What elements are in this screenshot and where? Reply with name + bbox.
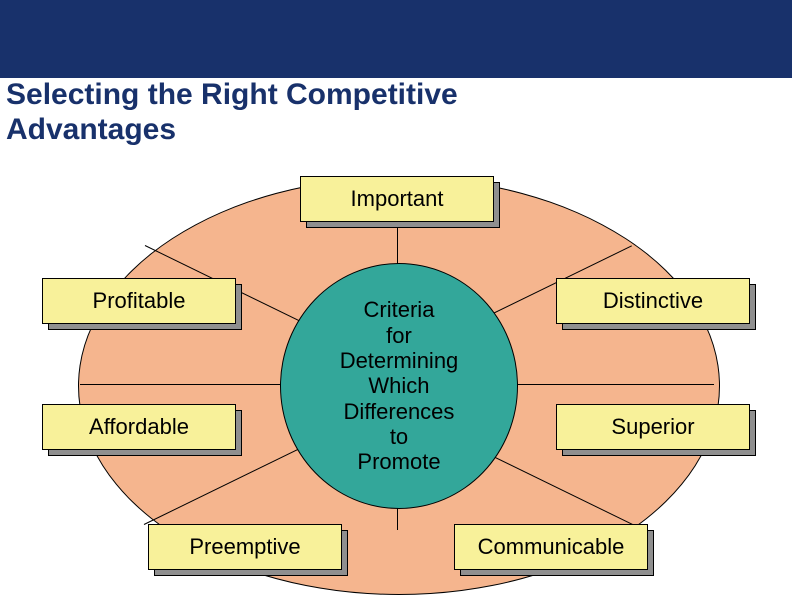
node-face: Important	[300, 176, 494, 222]
node-face: Distinctive	[556, 278, 750, 324]
node-label: Affordable	[89, 414, 189, 440]
node-affordable: Affordable	[42, 404, 234, 448]
slide-title: Selecting the Right Competitive Advantag…	[6, 78, 458, 147]
node-label: Distinctive	[603, 288, 703, 314]
connector-left	[80, 384, 280, 385]
header-bar	[0, 0, 792, 78]
node-face: Preemptive	[148, 524, 342, 570]
connector-bottom	[397, 506, 398, 530]
node-communicable: Communicable	[454, 524, 646, 568]
center-label: Criteria for Determining Which Differenc…	[340, 297, 459, 474]
node-preemptive: Preemptive	[148, 524, 340, 568]
node-face: Affordable	[42, 404, 236, 450]
inner-ellipse: Criteria for Determining Which Differenc…	[280, 263, 518, 509]
node-label: Profitable	[93, 288, 186, 314]
node-label: Important	[351, 186, 444, 212]
connector-right	[516, 384, 714, 385]
node-label: Superior	[611, 414, 694, 440]
node-face: Superior	[556, 404, 750, 450]
node-label: Communicable	[478, 534, 625, 560]
node-label: Preemptive	[189, 534, 300, 560]
connector-top	[397, 222, 398, 264]
node-important: Important	[300, 176, 492, 220]
node-face: Communicable	[454, 524, 648, 570]
node-superior: Superior	[556, 404, 748, 448]
node-profitable: Profitable	[42, 278, 234, 322]
node-distinctive: Distinctive	[556, 278, 748, 322]
node-face: Profitable	[42, 278, 236, 324]
